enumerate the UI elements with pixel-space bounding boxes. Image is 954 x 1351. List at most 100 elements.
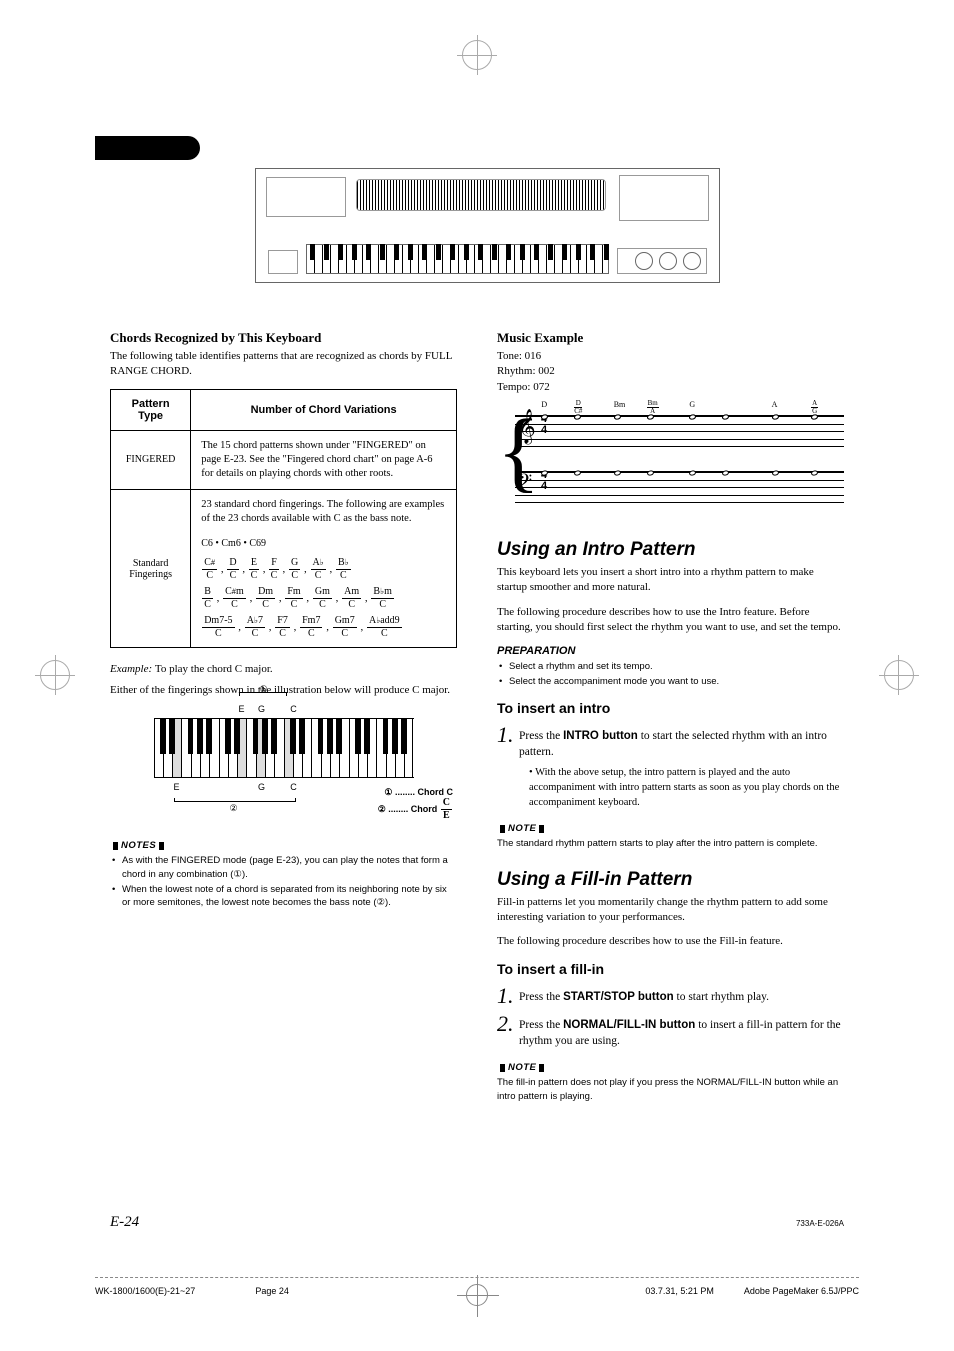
- chord-fraction: C#mC: [223, 587, 246, 610]
- legend-1: ① ........ Chord C: [110, 786, 453, 799]
- fill-step-2-text: Press the NORMAL/FILL-IN button to inser…: [519, 1013, 844, 1049]
- keyboard-illustration: [255, 168, 720, 283]
- meta-app: Adobe PageMaker 6.5J/PPC: [744, 1286, 859, 1296]
- bracket-top: [239, 692, 287, 696]
- content-columns: Chords Recognized by This Keyboard The f…: [110, 330, 844, 1103]
- preparation-header: PREPARATION: [497, 645, 844, 657]
- chord-fraction: DmC: [256, 587, 275, 610]
- chord-fraction: FmC: [285, 587, 302, 610]
- th-variations: Number of Chord Variations: [191, 389, 457, 430]
- bass-staff: 𝄢 44: [515, 471, 844, 503]
- th-pattern: Pattern Type: [111, 389, 191, 430]
- chord-fraction: GC: [289, 558, 300, 581]
- bass-notes: [515, 472, 844, 473]
- meta-file: WK-1800/1600(E)-21~27: [95, 1286, 195, 1296]
- meta-date: 03.7.31, 5:21 PM: [645, 1286, 714, 1296]
- intro-step-1-sub: With the above setup, the intro pattern …: [497, 766, 844, 810]
- fillin-heading: Using a Fill-in Pattern: [497, 869, 844, 891]
- fill-step-2: 2. Press the NORMAL/FILL-IN button to in…: [497, 1013, 844, 1049]
- note-2: When the lowest note of a chord is separ…: [110, 883, 457, 910]
- key-label-e-top: E: [236, 704, 248, 714]
- prep-1: Select a rhythm and set its tempo.: [497, 660, 844, 673]
- fill-step-num-1: 1.: [497, 985, 519, 1007]
- header-tab: [95, 136, 200, 160]
- key-label-g-top: G: [256, 704, 268, 714]
- chord-fraction: BC: [202, 587, 213, 610]
- key-label-g-bot: G: [256, 782, 268, 792]
- page-number: E-24: [110, 1214, 139, 1231]
- key-label-e-bot: E: [171, 782, 183, 792]
- fingered-desc: The 15 chord patterns shown under "FINGE…: [191, 430, 457, 490]
- reg-left-v: [55, 655, 56, 695]
- music-staff: { 𝄞 44 DDC#BmBmAGAAG: [497, 401, 844, 521]
- note-header-intro: NOTE: [497, 823, 547, 834]
- key-label-c-top: C: [288, 704, 300, 714]
- frac-row-3: Dm7-5C , A♭7C , F7C , Fm7C , Gm7C , A♭ad…: [201, 616, 446, 639]
- treble-notes: [515, 416, 844, 417]
- left-column: Chords Recognized by This Keyboard The f…: [110, 330, 457, 1103]
- chord-fraction: GmC: [313, 587, 332, 610]
- chord-fraction: A♭7C: [245, 616, 265, 639]
- fill-step-num-2: 2.: [497, 1013, 519, 1035]
- chord-legend: ① ........ Chord C ② ........ Chord CE: [110, 786, 457, 822]
- rhythm-line: Rhythm: 002: [497, 364, 844, 379]
- chord-fraction: B♭mC: [371, 587, 393, 610]
- reg-right-v: [898, 655, 899, 695]
- chord-fraction: Gm7C: [333, 616, 357, 639]
- standard-label: Standard Fingerings: [111, 490, 191, 648]
- chord-fraction: Dm7-5C: [202, 616, 234, 639]
- prep-list: Select a rhythm and set its tempo. Selec…: [497, 660, 844, 689]
- chord-fraction: Fm7C: [300, 616, 322, 639]
- note-header-fill: NOTE: [497, 1062, 547, 1073]
- tempo-line: Tempo: 072: [497, 380, 844, 395]
- example-label: Example:: [110, 663, 152, 675]
- intro-note: The standard rhythm pattern starts to pl…: [497, 837, 844, 850]
- right-column: Music Example Tone: 016 Rhythm: 002 Temp…: [497, 330, 844, 1103]
- frac-row-1: C#C , DC , EC , FC , GC , A♭C , B♭C: [201, 558, 446, 581]
- footer-code: 733A-E-026A: [796, 1219, 844, 1228]
- circle-2: ②: [228, 803, 240, 814]
- intro-step-1-text: Press the INTRO button to start the sele…: [519, 724, 844, 760]
- footer-reg-mark: [466, 1284, 488, 1306]
- reg-top-v: [477, 35, 478, 75]
- chord-table: Pattern Type Number of Chord Variations …: [110, 389, 457, 648]
- chords-heading: Chords Recognized by This Keyboard: [110, 330, 457, 346]
- to-insert-fillin-heading: To insert a fill-in: [497, 961, 844, 977]
- intro-p2: The following procedure describes how to…: [497, 605, 844, 635]
- intro-p1: This keyboard lets you insert a short in…: [497, 565, 844, 595]
- fill-step-1-text: Press the START/STOP button to start rhy…: [519, 985, 769, 1005]
- music-example-heading: Music Example: [497, 330, 844, 346]
- fill-step-1: 1. Press the START/STOP button to start …: [497, 985, 844, 1007]
- fillin-p2: The following procedure describes how to…: [497, 934, 844, 949]
- legend-2: ② ........ Chord CE: [110, 798, 453, 821]
- chord-fraction: AmC: [342, 587, 361, 610]
- chord-fraction: F7C: [275, 616, 290, 639]
- fillin-p1: Fill-in patterns let you momentarily cha…: [497, 895, 844, 925]
- piano-diagram: [154, 718, 414, 778]
- fillin-note: The fill-in pattern does not play if you…: [497, 1076, 844, 1103]
- treble-staff: 𝄞 44 DDC#BmBmAGAAG: [515, 415, 844, 447]
- chord-fraction: EC: [249, 558, 259, 581]
- tone-line: Tone: 016: [497, 349, 844, 364]
- prep-2: Select the accompaniment mode you want t…: [497, 675, 844, 688]
- step-num-1: 1.: [497, 724, 519, 746]
- chord-fraction: FC: [269, 558, 279, 581]
- meta-page: Page 24: [255, 1286, 289, 1296]
- notes-list: As with the FINGERED mode (page E-23), y…: [110, 854, 457, 909]
- c-chords-line: C6 • Cm6 • C69: [201, 537, 446, 551]
- frac-row-2: BC , C#mC , DmC , FmC , GmC , AmC , B♭mC: [201, 587, 446, 610]
- standard-desc: 23 standard chord fingerings. The follow…: [191, 490, 457, 648]
- clef-bass: 𝄢: [518, 470, 532, 496]
- intro-heading: Using an Intro Pattern: [497, 539, 844, 561]
- bracket-bot: [174, 798, 296, 802]
- chord-fraction: A♭C: [311, 558, 326, 581]
- note-1: As with the FINGERED mode (page E-23), y…: [110, 854, 457, 881]
- chord-fraction: A♭add9C: [367, 616, 402, 639]
- key-label-c-bot: C: [288, 782, 300, 792]
- to-insert-intro-heading: To insert an intro: [497, 700, 844, 716]
- chord-fraction: C#C: [202, 558, 217, 581]
- example-text: To play the chord C major.: [155, 663, 273, 675]
- chords-intro: The following table identifies patterns …: [110, 349, 457, 379]
- fingered-label: FINGERED: [111, 430, 191, 490]
- notes-header: NOTES: [110, 840, 167, 851]
